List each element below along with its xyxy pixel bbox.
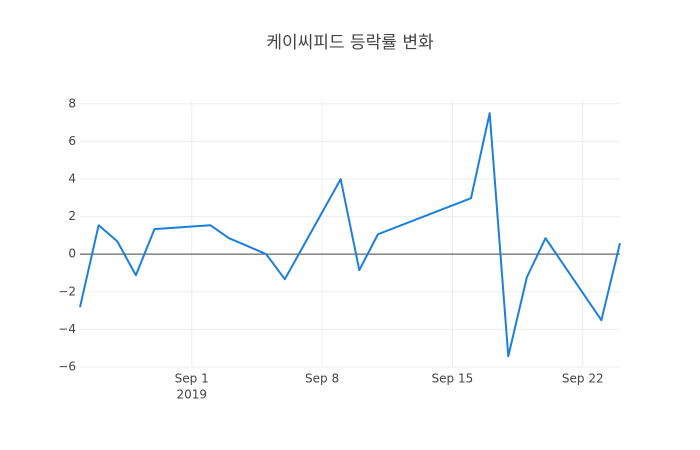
y-tick-label: −2 xyxy=(58,284,76,298)
y-tick-label: −4 xyxy=(58,322,76,336)
y-tick-label: 2 xyxy=(68,209,76,223)
chart-title: 케이씨피드 등락률 변화 xyxy=(266,33,434,53)
x-tick-label: Sep 15 xyxy=(432,372,474,386)
x-tick-label: Sep 1 xyxy=(175,372,209,386)
x-year-label: 2019 xyxy=(176,388,207,402)
y-tick-label: 8 xyxy=(68,96,76,110)
x-tick-label: Sep 8 xyxy=(305,372,339,386)
data-line xyxy=(79,112,621,358)
y-tick-label: 6 xyxy=(68,134,76,148)
y-tick-label: 4 xyxy=(68,171,76,185)
x-tick-label: Sep 22 xyxy=(562,372,604,386)
y-tick-label: −6 xyxy=(58,360,76,374)
y-tick-label: 0 xyxy=(68,247,76,261)
